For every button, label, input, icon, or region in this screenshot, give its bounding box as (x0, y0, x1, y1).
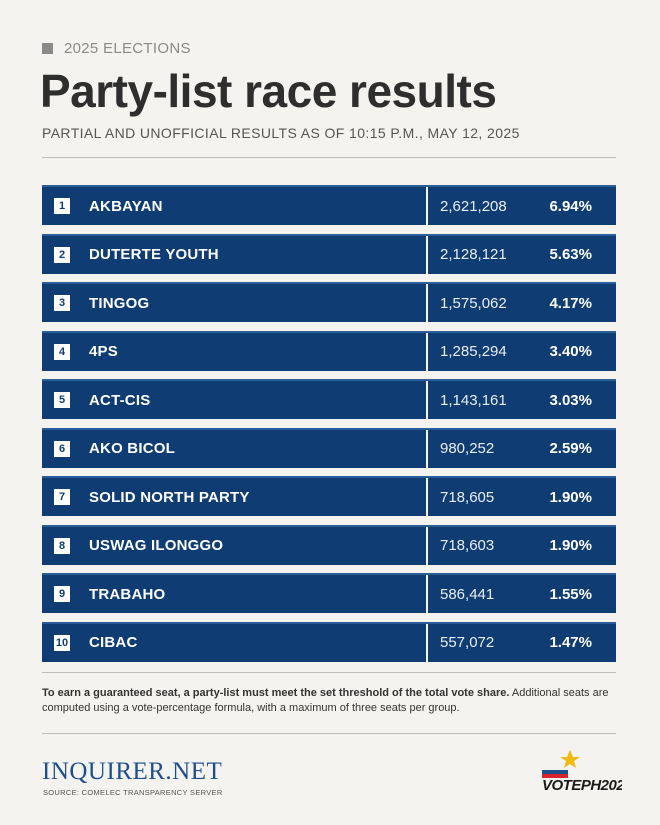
table-row: 2 DUTERTE YOUTH 2,128,121 5.63% (42, 233, 616, 274)
table-row: 7 SOLID NORTH PARTY 718,605 1.90% (42, 476, 616, 516)
threshold-note: To earn a guaranteed seat, a party-list … (42, 686, 622, 716)
vote-count: 1,575,062 (440, 294, 507, 312)
table-row: 1 AKBAYAN 2,621,208 6.94% (42, 185, 616, 225)
party-name: DUTERTE YOUTH (89, 246, 219, 263)
table-row: 8 USWAG ILONGGO 718,603 1.90% (42, 524, 616, 565)
column-divider (426, 332, 428, 371)
threshold-note-bold: To earn a guaranteed seat, a party-list … (42, 687, 510, 699)
rank-badge: 8 (54, 537, 70, 554)
column-divider (426, 187, 428, 225)
rank-badge: 4 (54, 343, 70, 360)
vote-count: 1,143,161 (440, 391, 507, 409)
kicker-label: 2025 ELECTIONS (64, 40, 191, 57)
vote-count: 586,441 (440, 585, 495, 603)
column-divider (426, 284, 428, 322)
vote-share: 1.47% (549, 634, 592, 651)
column-divider (426, 575, 428, 613)
column-divider (426, 526, 428, 565)
vote-share: 3.40% (549, 343, 592, 360)
rank-badge: 6 (54, 440, 70, 457)
vote-share: 4.17% (549, 294, 592, 312)
vote-count: 2,128,121 (440, 246, 507, 263)
inquirer-logo[interactable]: INQUIRER.NET (42, 758, 223, 785)
column-divider (426, 478, 428, 516)
page-subtitle: PARTIAL AND UNOFFICIAL RESULTS AS OF 10:… (42, 125, 520, 141)
table-row: 10 CIBAC 557,072 1.47% (42, 621, 616, 662)
table-row: 5 ACT-CIS 1,143,161 3.03% (42, 379, 616, 419)
table-row: 9 TRABAHO 586,441 1.55% (42, 573, 616, 613)
vote-count: 718,603 (440, 537, 495, 554)
rank-badge: 2 (54, 246, 70, 263)
column-divider (426, 235, 428, 274)
party-name: AKO BICOL (89, 440, 175, 457)
rank-badge: 5 (54, 392, 70, 408)
page-title: Party-list race results (40, 65, 497, 117)
vote-share: 6.94% (549, 197, 592, 215)
party-name: AKBAYAN (89, 197, 163, 215)
party-name: TRABAHO (89, 585, 166, 603)
party-name: CIBAC (89, 634, 138, 651)
vote-count: 2,621,208 (440, 197, 507, 215)
vote-count: 980,252 (440, 440, 495, 457)
column-divider (426, 623, 428, 662)
table-row: 3 TINGOG 1,575,062 4.17% (42, 282, 616, 322)
vote-share: 1.55% (549, 585, 592, 603)
rank-badge: 1 (54, 198, 70, 214)
vote-share: 1.90% (549, 488, 592, 506)
party-name: TINGOG (89, 294, 150, 312)
bottom-divider (42, 733, 616, 734)
threshold-note-rest: Additional seats are computed using a vo… (42, 687, 609, 714)
vote-count: 1,285,294 (440, 343, 507, 360)
kicker-square-icon (42, 43, 53, 54)
top-divider (42, 157, 616, 158)
vote-share: 1.90% (549, 537, 592, 554)
vote-share: 2.59% (549, 440, 592, 457)
voteph-2025-logo-icon: VOTEPH2025 (542, 750, 622, 794)
source-credit: SOURCE: COMELEC TRANSPARENCY SERVER (43, 788, 223, 797)
rank-badge: 10 (54, 634, 70, 651)
party-name: SOLID NORTH PARTY (89, 488, 250, 506)
rank-badge: 9 (54, 586, 70, 602)
table-row: 4 4PS 1,285,294 3.40% (42, 330, 616, 371)
section-kicker: 2025 ELECTIONS (42, 40, 191, 57)
column-divider (426, 429, 428, 468)
table-row: 6 AKO BICOL 980,252 2.59% (42, 427, 616, 468)
svg-text:VOTEPH2025: VOTEPH2025 (542, 777, 622, 794)
vote-count: 718,605 (440, 488, 495, 506)
rank-badge: 7 (54, 489, 70, 505)
vote-share: 3.03% (549, 391, 592, 409)
rank-badge: 3 (54, 295, 70, 311)
party-name: 4PS (89, 343, 118, 360)
party-name: USWAG ILONGGO (89, 537, 224, 554)
vote-count: 557,072 (440, 634, 495, 651)
middle-divider (42, 672, 616, 673)
party-name: ACT-CIS (89, 391, 151, 409)
results-table: 1 AKBAYAN 2,621,208 6.94% 2 DUTERTE YOUTH 2,12… (42, 185, 616, 670)
column-divider (426, 381, 428, 419)
vote-share: 5.63% (549, 246, 592, 263)
